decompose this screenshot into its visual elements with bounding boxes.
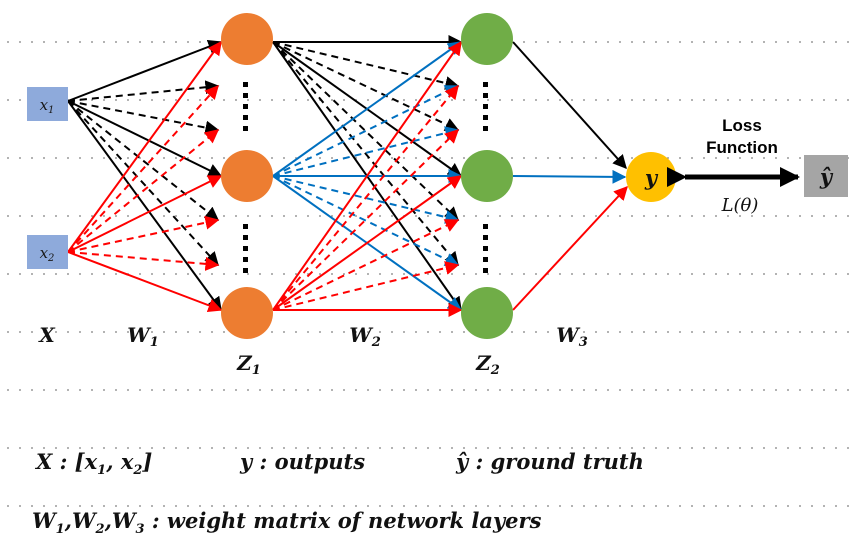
hidden2-node-top [461,13,513,65]
loss-title-line1: Loss [722,116,762,135]
edge-4 [67,100,220,221]
label-x: X [37,323,56,347]
edge-29 [272,84,459,311]
edge-23 [272,126,460,177]
legend-x-a: x [84,449,98,474]
edge-28 [272,40,462,311]
legend-weights-text: : weight matrix of network layers [144,508,542,533]
label-w2-base: W [349,323,374,347]
connection-edges [67,35,628,317]
edge-10 [67,175,223,253]
label-z2-sub: 2 [490,363,500,378]
input-x1-base: x [40,96,49,114]
svg-text:x1: x1 [40,96,55,116]
edge-37 [512,185,628,311]
edge-11 [67,215,220,253]
legend-x-b-sub: 2 [133,463,143,479]
edge-7 [67,40,222,253]
loss-title-line2: Function [706,138,778,157]
legend-w2-sub: 2 [95,522,105,538]
edge-26 [272,175,460,266]
legend-yhat-lhs: ŷ [456,449,469,474]
legend-x-end: ] [142,449,153,474]
edge-1 [67,80,220,102]
edge-19 [272,41,459,267]
svg-text:W3: W3 [556,323,588,350]
legend-w3: W [111,508,136,533]
label-z1-sub: 1 [252,363,261,378]
legend-y-lhs: y [240,449,253,474]
legend-weights-definition: W1,W2,W3 : weight matrix of network laye… [32,508,541,537]
legend-x-a-sub: 1 [97,463,107,479]
legend-x-comma: , [106,449,121,474]
output-label: y [644,165,659,190]
legend-comma-1: , [64,508,72,533]
input-x2-sub: 2 [47,253,54,264]
edge-3 [67,100,223,177]
loss-formula: L(θ) [721,195,759,216]
edge-15 [272,41,460,90]
edge-13 [67,251,223,313]
edge-36 [512,169,627,184]
label-w1-base: W [127,323,152,347]
legend-y-definition: y : outputs [240,449,365,474]
edge-35 [512,41,627,170]
label-w1-sub: 1 [150,335,159,350]
edge-0 [67,40,223,102]
edge-9 [67,129,220,253]
output-node: y [626,152,676,202]
edge-32 [272,219,460,311]
svg-text:Z1: Z1 [236,351,261,378]
edge-22 [272,85,460,177]
svg-text:Loss: Loss [722,116,762,135]
hidden1-node-bottom [221,287,273,339]
edge-2 [67,100,220,135]
input-x1-sub: 1 [48,105,54,116]
legend-comma-2: , [104,508,112,533]
edge-18 [272,41,460,221]
svg-text:x2: x2 [40,244,55,264]
svg-text:Function: Function [706,138,778,157]
edge-33 [272,261,460,311]
svg-text:W1: W1 [127,323,159,350]
edge-16 [272,41,460,131]
edge-5 [67,100,219,267]
edge-8 [67,84,219,253]
edge-6 [67,100,222,312]
edge-25 [272,175,460,224]
edge-31 [272,175,463,311]
label-z2-base: Z [475,351,492,375]
legend-w3-sub: 3 [135,522,145,538]
input-x2-base: x [40,244,49,262]
legend-yhat-definition: ŷ : ground truth [456,449,644,474]
legend-w1-sub: 1 [55,522,65,538]
edge-21 [272,41,463,177]
legend-x-b: x [120,449,134,474]
legend-w1: W [32,508,56,533]
hidden1-node-middle [221,150,273,202]
hidden2-node-bottom [461,287,513,339]
label-w2-sub: 2 [371,335,381,350]
legend-w2: W [71,508,96,533]
label-z1-base: Z [236,351,253,375]
svg-text:Z2: Z2 [475,351,500,378]
label-w3-base: W [556,323,581,347]
hidden1-node-top [221,13,273,65]
input-node-x1: x1 [27,87,68,121]
ground-truth-node: ŷ [804,155,848,197]
legend-yhat-text: : ground truth [468,449,644,474]
legend-x-definition: X : [x1, x2] [36,449,152,478]
svg-text:W2: W2 [349,323,381,350]
label-w3-sub: 3 [579,335,588,350]
ellipsis-dots [243,82,488,273]
hidden2-node-middle [461,150,513,202]
legend-x-sep: : [ [52,449,85,474]
legend-y-text: : outputs [252,449,366,474]
ground-truth-label: ŷ [819,164,834,189]
input-node-x2: x2 [27,235,68,269]
edge-12 [67,251,220,271]
legend-x-lhs: X [36,449,53,474]
